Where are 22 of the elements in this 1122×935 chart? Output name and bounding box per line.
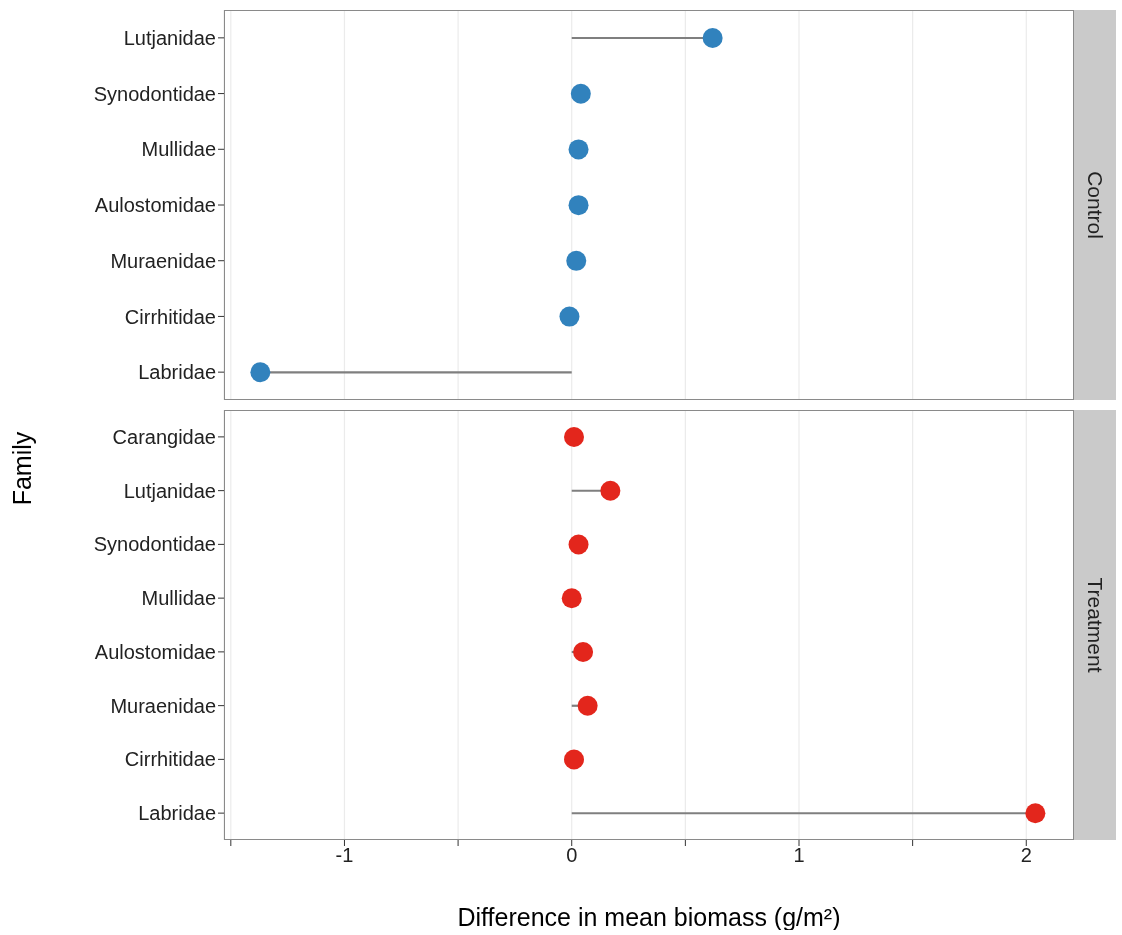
text: Treatment (1083, 577, 1108, 673)
x-tick-label: 0 (566, 844, 578, 867)
y-axis-title: Family (8, 431, 38, 505)
y-tick-label: Lutjanidae (123, 26, 216, 49)
y-tick-label: Aulostomidae (94, 194, 216, 217)
y-tick-label: Muraenidae (110, 694, 216, 717)
y-tick-label: Mullidae (141, 138, 216, 161)
x-tick-label: -1 (335, 844, 354, 867)
y-tick-label: Aulostomidae (94, 640, 216, 663)
y-tick-label: Lutjanidae (123, 479, 216, 502)
x-tick-label: 1 (793, 844, 805, 867)
y-tick-label: Synodontidae (93, 533, 216, 556)
text: Control (1083, 171, 1108, 239)
y-tick-label: Labridae (138, 361, 216, 384)
y-tick-label: Muraenidae (110, 249, 216, 272)
y-tick-label: Cirrhitidae (124, 305, 216, 328)
y-tick-label: Cirrhitidae (124, 748, 216, 771)
x-tick-label: 2 (1020, 844, 1032, 867)
y-tick-label: Mullidae (141, 587, 216, 610)
y-tick-label: Carangidae (112, 425, 216, 448)
y-tick-label: Labridae (138, 802, 216, 825)
y-tick-label: Synodontidae (93, 82, 216, 105)
